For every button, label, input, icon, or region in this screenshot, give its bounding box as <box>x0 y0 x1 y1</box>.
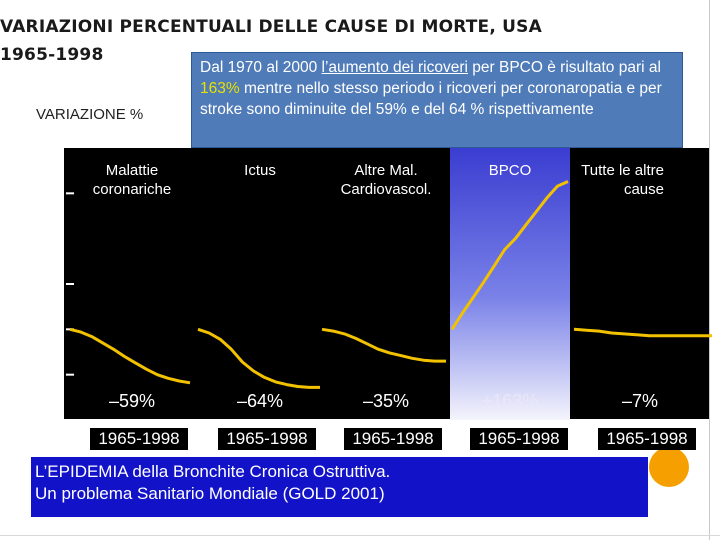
panel-period-ictus: 1965-1998 <box>218 428 316 450</box>
callout-highlight: 163% <box>200 80 240 97</box>
y-axis-label: VARIAZIONE % <box>36 106 144 123</box>
callout-text-pre: Dal 1970 al 2000 <box>200 59 322 76</box>
title-line-1: VARIAZIONI PERCENTUALI DELLE CAUSE DI MO… <box>0 17 542 37</box>
panel-change-bpco: +163% <box>481 391 539 411</box>
panel-change-coronary: –59% <box>108 391 156 411</box>
callout-text-post: mentre nello stesso periodo i ricoveri p… <box>200 80 662 118</box>
panel-label-all-other: Tutte le altre cause <box>581 162 664 198</box>
series-line-1 <box>197 327 320 389</box>
footer-line-1: L’EPIDEMIA della Bronchite Cronica Ostru… <box>35 462 391 481</box>
decorative-orange-circle <box>649 447 689 487</box>
slide-bottom-line <box>0 535 720 536</box>
panel-period-other-cardio: 1965-1998 <box>344 428 442 450</box>
chart-background <box>64 148 709 419</box>
bpco-highlight-panel <box>450 148 570 420</box>
panel-change-all-other: –7% <box>621 391 659 411</box>
panel-label-bpco: BPCO <box>488 162 532 179</box>
series-line-0 <box>69 327 191 385</box>
callout-underlined: l’aumento dei ricoveri <box>321 59 468 76</box>
callout-text-mid: per BPCO è risultato pari al <box>467 59 661 76</box>
y-axis-ticks <box>66 192 74 376</box>
panel-period-bpco: 1965-1998 <box>470 428 568 450</box>
panel-label-other-cardio: Altre Mal. Cardiovascol. <box>340 162 432 198</box>
panel-label-coronary: Malattie coronariche <box>92 162 172 198</box>
panel-period-coronary: 1965-1998 <box>90 428 188 450</box>
footer-line-2: Un problema Sanitario Mondiale (GOLD 200… <box>35 484 385 503</box>
footer-box: L’EPIDEMIA della Bronchite Cronica Ostru… <box>31 457 648 517</box>
panel-label-ictus: Ictus <box>244 162 276 179</box>
chart-series <box>69 180 712 389</box>
panel-change-other-cardio: –35% <box>362 391 410 411</box>
series-line-2 <box>321 327 446 363</box>
callout-box: Dal 1970 al 2000 l’aumento dei ricoveri … <box>191 52 683 148</box>
series-line-4 <box>573 327 712 338</box>
title-line-2: 1965-1998 <box>0 45 104 65</box>
panel-change-ictus: –64% <box>236 391 284 411</box>
panel-period-all-other: 1965-1998 <box>598 428 696 450</box>
series-line-3 <box>450 180 569 331</box>
slide-border-line <box>709 0 710 540</box>
